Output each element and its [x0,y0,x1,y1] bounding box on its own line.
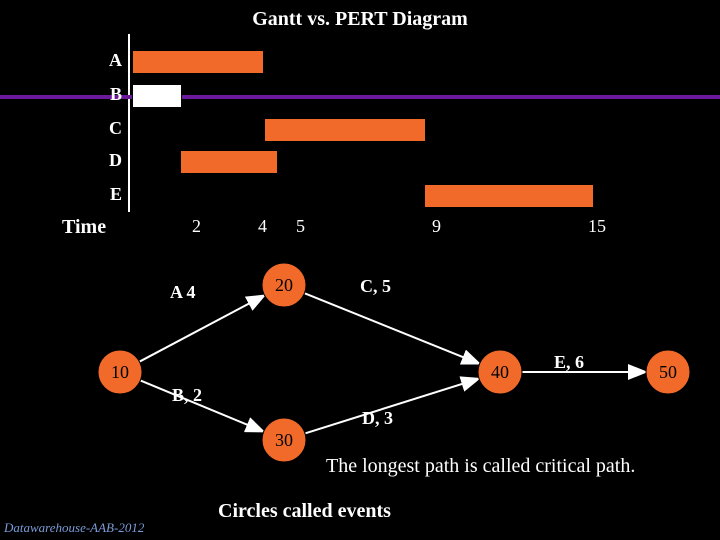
pert-edge [304,293,479,364]
critical-path-caption: The longest path is called critical path… [326,455,635,478]
svg-text:10: 10 [111,362,129,382]
svg-text:30: 30 [275,430,293,450]
svg-text:20: 20 [275,275,293,295]
events-caption: Circles called events [218,500,391,523]
pert-edge [139,295,264,361]
stage: Gantt vs. PERT Diagram ABCDE Time 245915… [0,0,720,540]
svg-text:40: 40 [491,362,509,382]
pert-node: 50 [646,350,690,394]
pert-node: 40 [478,350,522,394]
pert-edge-label: B, 2 [172,385,202,406]
pert-node: 10 [98,350,142,394]
pert-edge-label: A 4 [170,282,196,303]
pert-edge-label: E, 6 [554,352,584,373]
footer-text: Datawarehouse-AAB-2012 [4,520,144,536]
pert-node: 20 [262,263,306,307]
svg-text:50: 50 [659,362,677,382]
pert-node: 30 [262,418,306,462]
pert-edge-label: C, 5 [360,276,391,297]
pert-edge-label: D, 3 [362,408,393,429]
